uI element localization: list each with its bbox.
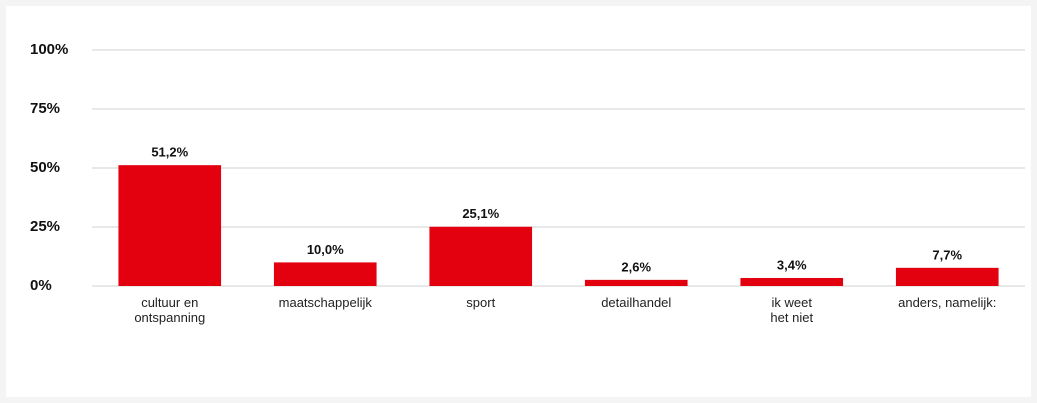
- y-tick-label: 0%: [30, 277, 52, 294]
- bar: [895, 267, 999, 286]
- x-tick-label: sport: [466, 295, 496, 310]
- bar: [118, 165, 222, 286]
- value-label: 3,4%: [777, 257, 807, 272]
- value-label: 10,0%: [307, 242, 344, 257]
- value-label: 7,7%: [932, 247, 962, 262]
- bar: [273, 262, 377, 286]
- x-tick-label: detailhandel: [601, 295, 672, 310]
- bar: [429, 226, 533, 286]
- bar: [740, 277, 844, 286]
- value-label: 2,6%: [621, 259, 651, 274]
- y-tick-label: 75%: [30, 100, 60, 117]
- value-label: 51,2%: [151, 145, 188, 160]
- value-label: 25,1%: [462, 206, 499, 221]
- y-tick-label: 50%: [30, 159, 60, 176]
- x-tick-label: anders, namelijk:: [898, 295, 997, 310]
- x-tick-label: cultuur en ontspanning: [134, 295, 206, 325]
- x-tick-label: maatschappelijk: [278, 295, 372, 310]
- chart: 0% 25% 50% 75% 100% 51,2% 10,0% 25,1% 2,6% 3,4% 7,…: [30, 41, 1025, 294]
- y-tick-label: 25%: [30, 218, 60, 235]
- y-tick-label: 100%: [30, 41, 68, 58]
- bar: [584, 279, 688, 286]
- chart-panel: 0% 25% 50% 75% 100% 51,2% 10,0% 25,1% 2,6% 3,4% 7,…: [6, 6, 1031, 397]
- x-tick-label: ik weet het niet: [770, 295, 814, 325]
